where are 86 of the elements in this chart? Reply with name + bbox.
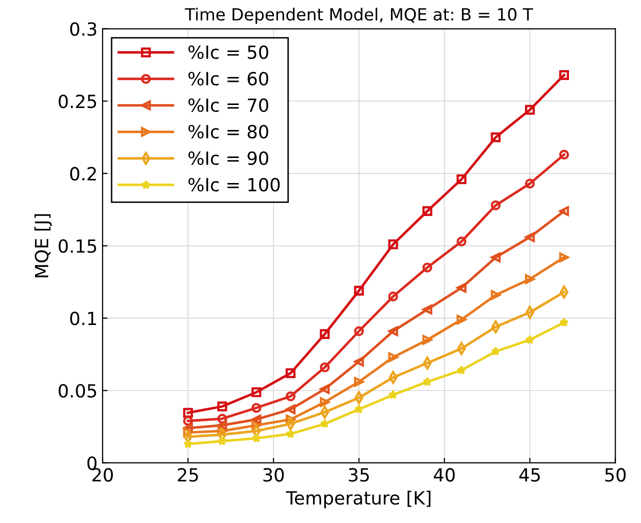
point xyxy=(491,320,500,334)
x-tick-label: 50 xyxy=(605,468,626,482)
point xyxy=(251,387,262,398)
point xyxy=(251,402,262,413)
x-tick-label: 40 xyxy=(434,468,455,482)
point xyxy=(354,404,364,414)
x-axis-title: Temperature [K] xyxy=(286,490,430,508)
legend-label: %Ic = 50 xyxy=(188,45,268,59)
point xyxy=(422,262,432,272)
point xyxy=(559,70,570,80)
point xyxy=(183,408,193,418)
y-tick-label: 0.1 xyxy=(70,312,96,326)
point xyxy=(559,252,570,262)
point xyxy=(559,206,570,216)
y-tick-label: 0.3 xyxy=(70,22,96,36)
point xyxy=(388,292,398,302)
legend-label: %Ic = 80 xyxy=(188,124,268,138)
point xyxy=(320,384,330,394)
y-tick-label: 0.15 xyxy=(58,239,96,253)
point xyxy=(217,426,228,436)
y-tick-label: 0.05 xyxy=(58,384,96,398)
point xyxy=(456,314,466,325)
chart-title: Time Dependent Model, MQE at: B = 10 T xyxy=(184,8,534,24)
point xyxy=(490,290,501,300)
point xyxy=(286,404,296,414)
y-tick-label: 0.25 xyxy=(58,94,96,108)
point xyxy=(388,352,398,362)
point xyxy=(524,274,535,284)
point xyxy=(354,326,364,336)
point xyxy=(251,414,262,424)
point xyxy=(217,401,228,412)
point xyxy=(354,376,364,387)
point xyxy=(524,104,535,115)
point xyxy=(456,365,466,374)
point xyxy=(422,356,432,370)
point xyxy=(524,178,535,189)
x-tick-label: 20 xyxy=(92,468,113,482)
point xyxy=(251,420,262,430)
point xyxy=(388,239,398,250)
x-tick-label: 30 xyxy=(263,468,284,482)
point xyxy=(183,439,193,448)
x-tick-label: 25 xyxy=(178,468,198,482)
point xyxy=(286,391,296,402)
legend-label: %Ic = 90 xyxy=(188,151,268,165)
point xyxy=(320,362,330,372)
legend-label: %Ic = 60 xyxy=(188,72,268,86)
legend-label: %Ic = 70 xyxy=(188,98,268,112)
point xyxy=(183,428,193,438)
point xyxy=(388,326,398,336)
point xyxy=(490,346,500,356)
point xyxy=(217,414,228,424)
point xyxy=(286,368,296,378)
point xyxy=(320,418,330,428)
point xyxy=(559,150,570,160)
point xyxy=(354,286,364,296)
point xyxy=(217,420,228,430)
point xyxy=(354,356,364,366)
y-tick-label: 0.2 xyxy=(70,166,96,181)
point xyxy=(286,414,296,424)
point xyxy=(217,436,227,446)
point xyxy=(490,252,501,262)
x-tick-label: 35 xyxy=(348,468,369,482)
point xyxy=(525,334,535,344)
point xyxy=(183,423,193,434)
point xyxy=(183,416,193,426)
point xyxy=(490,200,501,210)
point xyxy=(456,282,466,293)
point xyxy=(320,397,330,408)
point xyxy=(422,334,432,345)
point xyxy=(388,390,398,400)
point xyxy=(286,428,296,438)
x-tick-label: 45 xyxy=(519,468,540,482)
point xyxy=(559,318,569,327)
point xyxy=(320,329,330,340)
point xyxy=(456,174,466,184)
point xyxy=(490,132,501,142)
point xyxy=(456,236,466,246)
point xyxy=(422,206,432,216)
legend-label: %Ic = 100 xyxy=(188,178,280,192)
point xyxy=(524,232,535,242)
y-axis-title: MQE [J] xyxy=(34,214,52,278)
point xyxy=(422,376,432,386)
point xyxy=(252,433,262,442)
point xyxy=(422,304,432,314)
y-tick-label: 0 xyxy=(87,456,96,470)
point xyxy=(320,406,330,419)
